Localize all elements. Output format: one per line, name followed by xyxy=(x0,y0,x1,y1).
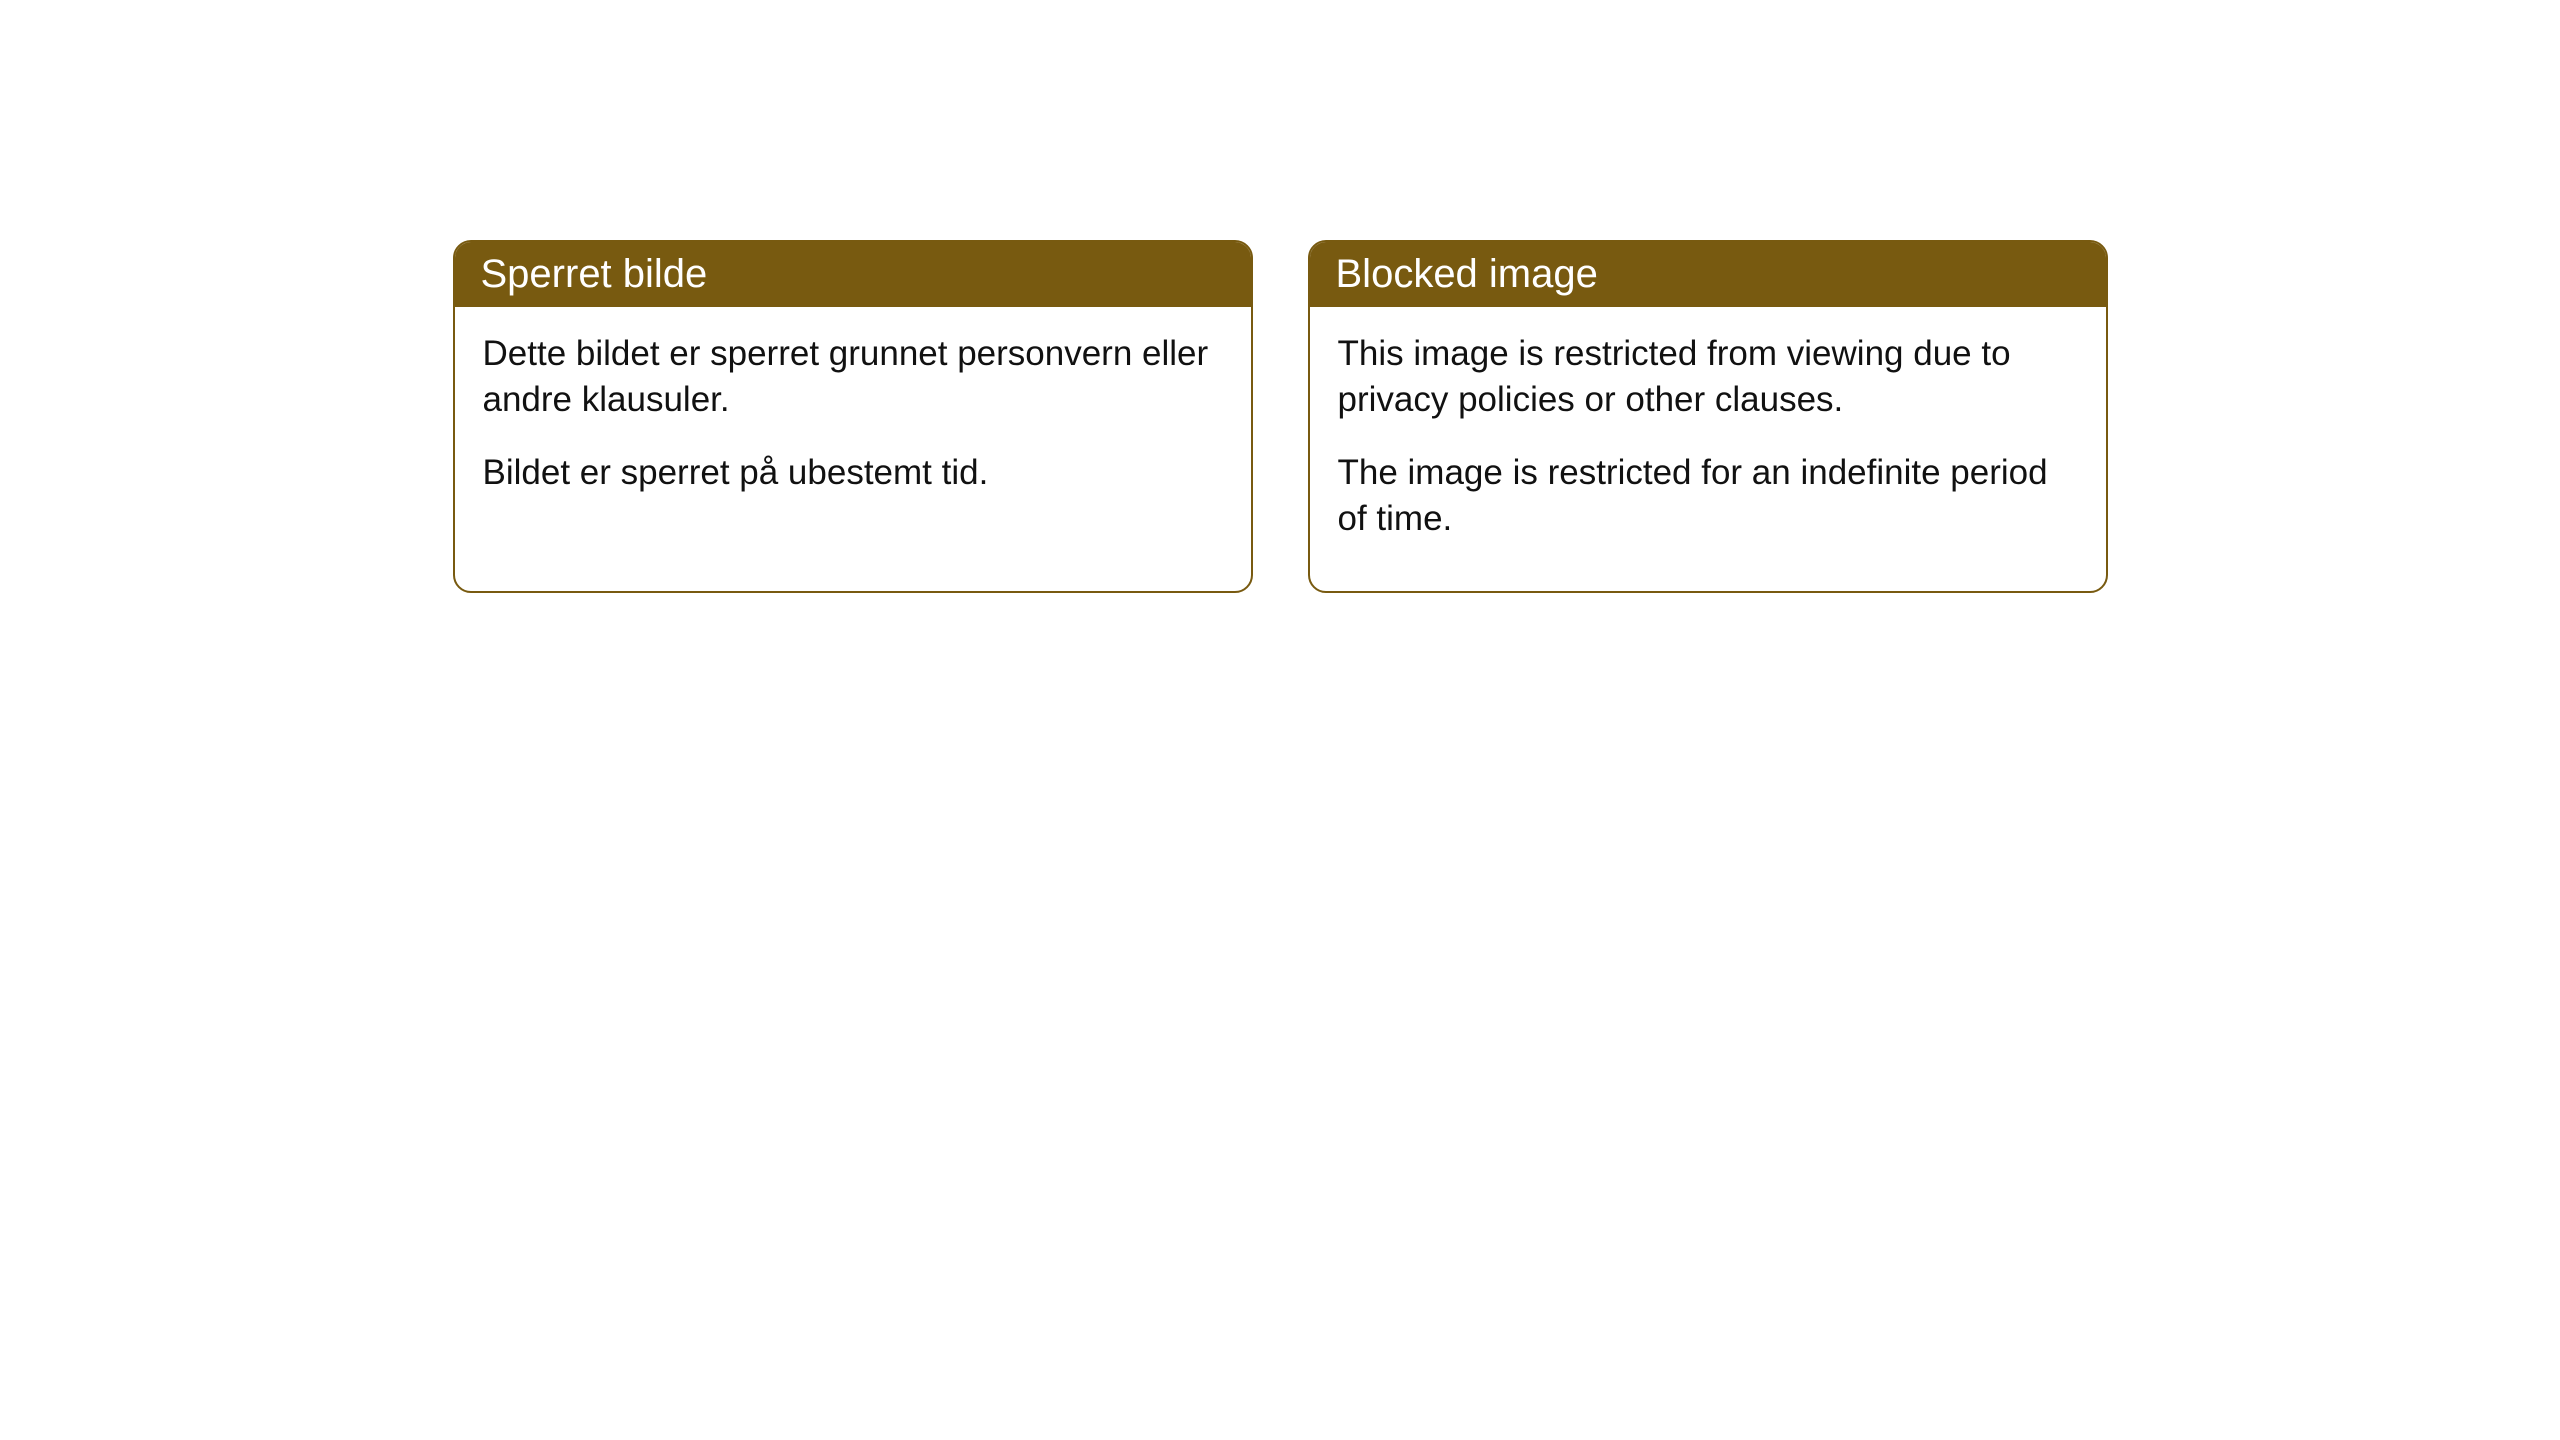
card-header-norwegian: Sperret bilde xyxy=(455,242,1251,307)
norwegian-paragraph-2: Bildet er sperret på ubestemt tid. xyxy=(483,450,1223,496)
norwegian-paragraph-1: Dette bildet er sperret grunnet personve… xyxy=(483,331,1223,422)
english-paragraph-2: The image is restricted for an indefinit… xyxy=(1338,450,2078,541)
notice-cards-container: Sperret bilde Dette bildet er sperret gr… xyxy=(453,240,2108,593)
card-body-norwegian: Dette bildet er sperret grunnet personve… xyxy=(455,307,1251,546)
card-body-english: This image is restricted from viewing du… xyxy=(1310,307,2106,591)
card-header-english: Blocked image xyxy=(1310,242,2106,307)
blocked-image-card-norwegian: Sperret bilde Dette bildet er sperret gr… xyxy=(453,240,1253,593)
blocked-image-card-english: Blocked image This image is restricted f… xyxy=(1308,240,2108,593)
english-paragraph-1: This image is restricted from viewing du… xyxy=(1338,331,2078,422)
